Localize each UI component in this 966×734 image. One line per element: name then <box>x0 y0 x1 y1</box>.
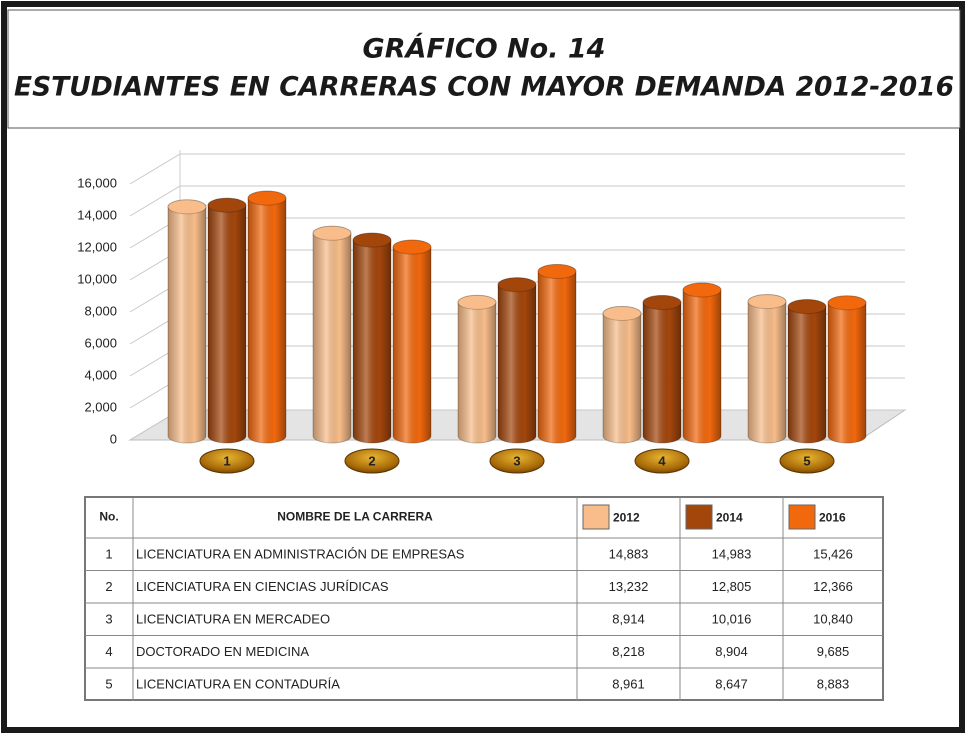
bar-cap <box>167 199 207 215</box>
legend-swatch <box>685 504 713 530</box>
legend-swatch <box>788 504 816 530</box>
category-badge <box>779 448 835 474</box>
table-value: 13,232 <box>609 579 649 594</box>
table-value: 8,904 <box>715 644 748 659</box>
grid-line <box>129 153 905 185</box>
y-tick-label: 6,000 <box>84 335 117 350</box>
table-value: 8,218 <box>612 644 645 659</box>
category-badge <box>199 448 255 474</box>
y-tick-label: 16,000 <box>77 175 117 190</box>
table-row-number: 5 <box>105 677 112 692</box>
table-value: 10,016 <box>712 612 752 627</box>
bar-shading <box>683 283 721 443</box>
x-tick-label: 2 <box>368 453 375 468</box>
table-header: NOMBRE DE LA CARRERA <box>277 510 433 524</box>
legend-swatch <box>582 504 610 530</box>
bar-cap <box>642 295 682 311</box>
legend-label: 2016 <box>819 511 846 525</box>
bar-cap <box>682 282 722 298</box>
bar-shading <box>643 295 681 443</box>
table-value: 10,840 <box>813 612 853 627</box>
table-value: 9,685 <box>817 644 850 659</box>
bar-shading <box>603 306 641 443</box>
bar-shading <box>248 191 286 443</box>
chart-subtitle: ESTUDIANTES EN CARRERAS CON MAYOR DEMAND… <box>14 72 954 103</box>
bar-shading <box>788 299 827 443</box>
bar-shading <box>498 277 536 443</box>
x-tick-label: 5 <box>803 453 810 468</box>
y-tick-label: 0 <box>110 431 117 446</box>
bar-cap <box>207 197 247 213</box>
table-row-number: 2 <box>105 579 112 594</box>
table-value: 8,961 <box>612 677 645 692</box>
bar-cap <box>537 264 577 280</box>
y-tick-label: 10,000 <box>77 271 117 286</box>
bar-shading <box>828 295 866 443</box>
grid-line <box>129 185 905 217</box>
bar-cap <box>497 277 537 293</box>
bar-shading <box>208 198 246 443</box>
bar-shading <box>353 233 391 443</box>
table-header: No. <box>99 510 118 524</box>
bar-cap <box>457 294 497 310</box>
table-value: 12,366 <box>813 579 853 594</box>
x-tick-label: 3 <box>513 453 520 468</box>
y-tick-label: 12,000 <box>77 239 117 254</box>
table-row-number: 4 <box>105 644 112 659</box>
y-tick-label: 8,000 <box>84 303 117 318</box>
table-value: 8,883 <box>817 677 850 692</box>
bar-shading <box>168 199 206 443</box>
bar-cap <box>827 295 867 311</box>
y-tick-label: 4,000 <box>84 367 117 382</box>
bar-cap <box>352 232 392 248</box>
table-value: 14,983 <box>712 547 752 562</box>
table-value: 15,426 <box>813 547 853 562</box>
table-row-number: 1 <box>105 547 112 562</box>
x-tick-label: 4 <box>658 453 666 468</box>
bar-shading <box>748 294 786 443</box>
table-value: 12,805 <box>712 579 752 594</box>
bar-shading <box>538 264 576 443</box>
bar-cap <box>247 190 287 206</box>
title-box <box>7 9 961 129</box>
category-badge <box>489 448 545 474</box>
chart-title: GRÁFICO No. 14 <box>363 33 606 65</box>
table-career-name: LICENCIATURA EN ADMINISTRACIÓN DE EMPRES… <box>136 547 465 562</box>
bar-shading <box>393 240 431 443</box>
table-value: 14,883 <box>609 547 649 562</box>
data-table <box>84 496 884 701</box>
table-career-name: LICENCIATURA EN CIENCIAS JURÍDICAS <box>136 579 389 594</box>
y-tick-label: 14,000 <box>77 207 117 222</box>
legend-label: 2012 <box>613 511 640 525</box>
bar-cap <box>312 225 352 241</box>
table-value: 8,647 <box>715 677 748 692</box>
legend-label: 2014 <box>716 511 743 525</box>
bar-cap <box>602 306 642 322</box>
category-badge <box>344 448 400 474</box>
table-career-name: LICENCIATURA EN MERCADEO <box>136 612 330 627</box>
bar-cap <box>392 239 432 255</box>
y-tick-label: 2,000 <box>84 399 117 414</box>
bar-cap <box>787 299 827 315</box>
bar-shading <box>313 226 351 443</box>
table-value: 8,914 <box>612 612 645 627</box>
category-badge <box>634 448 690 474</box>
table-career-name: LICENCIATURA EN CONTADURÍA <box>136 677 340 692</box>
bar-cap <box>747 294 787 310</box>
bar-shading <box>458 295 496 443</box>
x-tick-label: 1 <box>223 453 230 468</box>
table-career-name: DOCTORADO EN MEDICINA <box>136 644 309 659</box>
table-row-number: 3 <box>105 612 112 627</box>
